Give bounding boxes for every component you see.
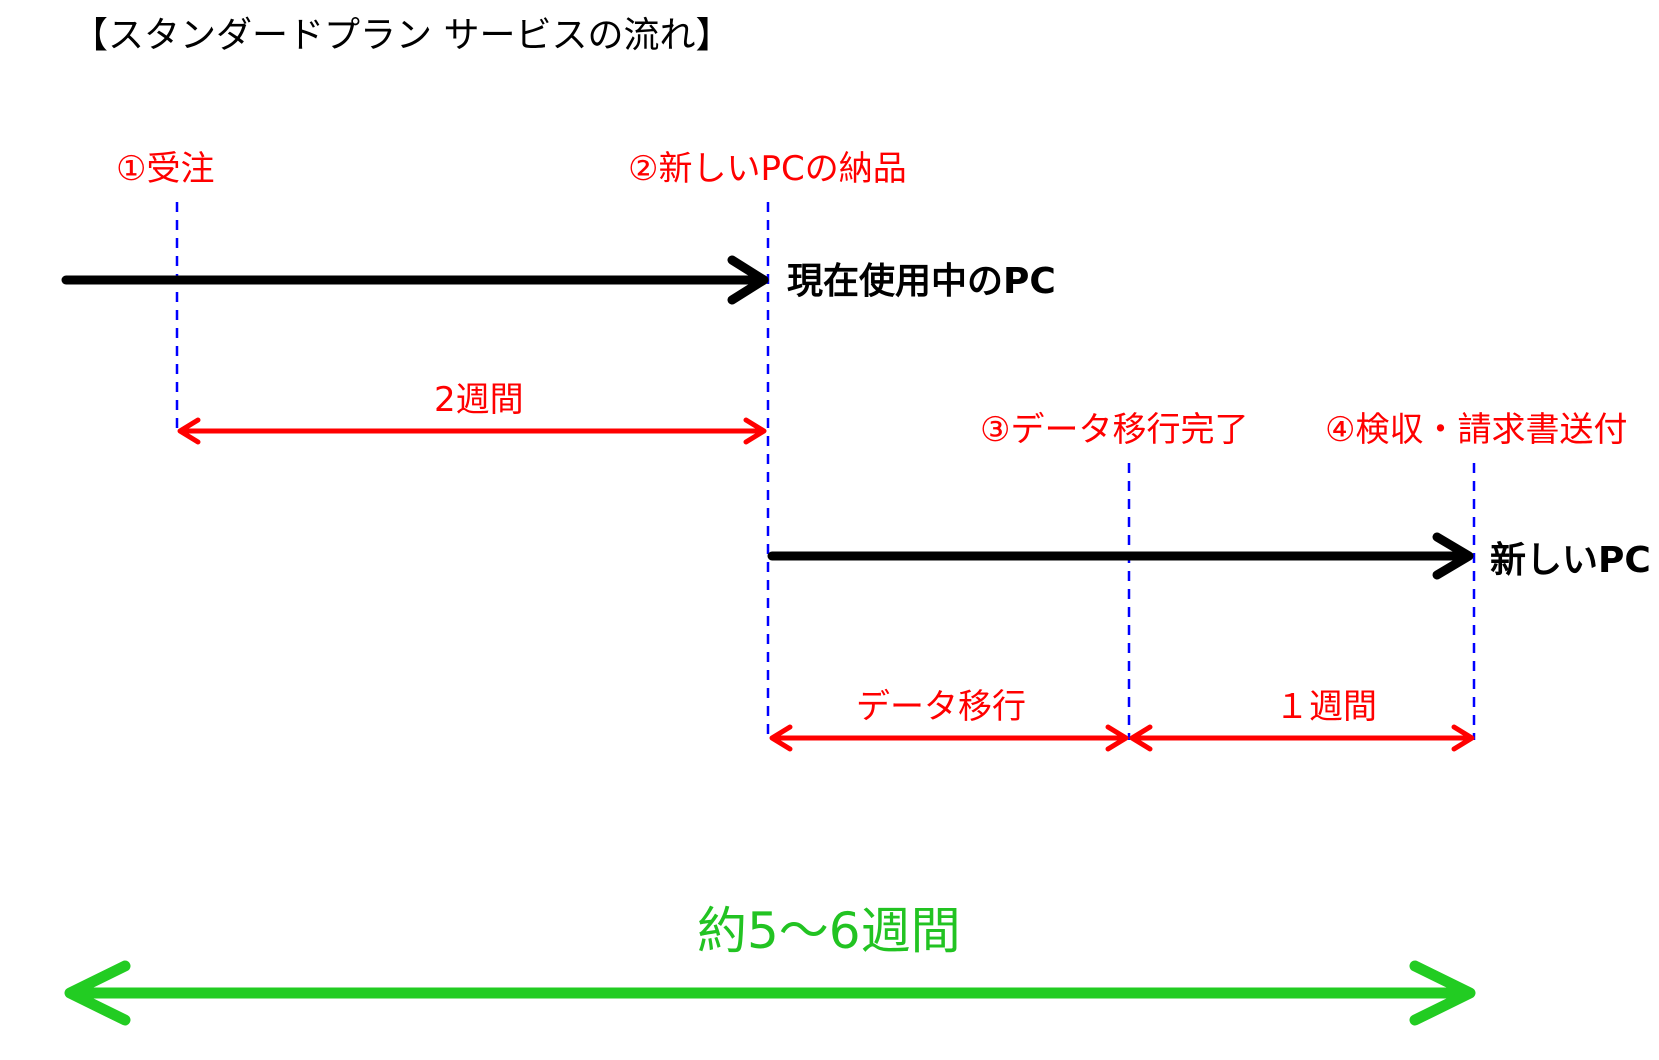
order-to-delivery-arrow <box>177 417 767 445</box>
milestone-migration-done-label: ③データ移行完了 <box>980 410 1249 450</box>
new-pc-arrow <box>767 532 1474 580</box>
current-pc-arrow <box>61 255 769 305</box>
inspection-arrow <box>1129 724 1475 752</box>
migration-arrow <box>769 724 1129 752</box>
total-duration-label: 約5～6週間 <box>697 902 961 960</box>
inspection-duration: １週間 <box>1275 687 1377 727</box>
milestone-delivery-label: ②新しいPCの納品 <box>628 149 907 189</box>
migration-duration: データ移行 <box>856 687 1026 727</box>
order-to-delivery-duration: 2週間 <box>434 380 524 420</box>
milestone-order-label: ①受注 <box>116 149 215 189</box>
new-pc-label: 新しいPC <box>1490 540 1651 581</box>
total-duration-arrow <box>64 960 1476 1026</box>
current-pc-label: 現在使用中のPC <box>787 261 1056 302</box>
milestone-inspection-label: ④検収・請求書送付 <box>1325 410 1628 450</box>
page-title: 【スタンダードプラン サービスの流れ】 <box>72 15 732 56</box>
